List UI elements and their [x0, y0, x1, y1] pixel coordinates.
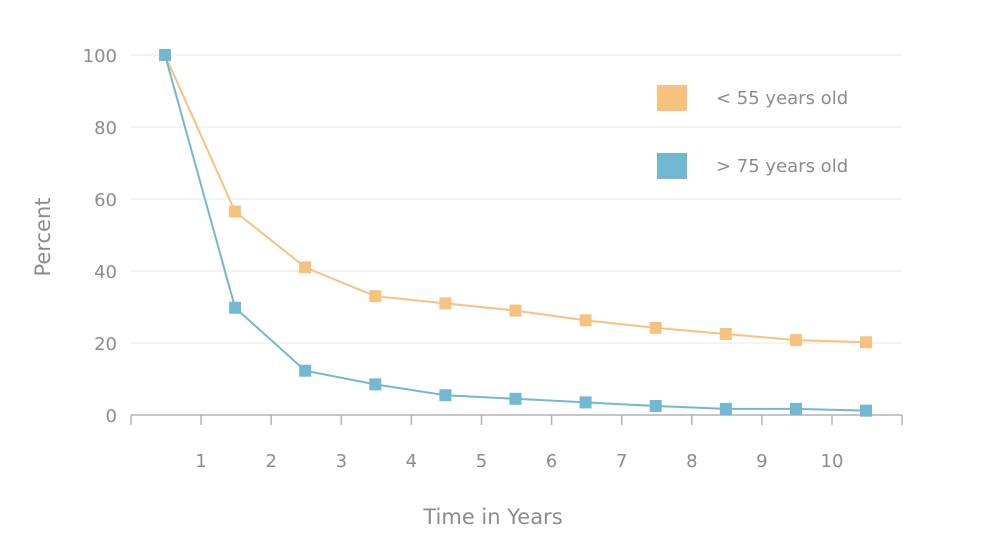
x-tick-label: 8	[686, 451, 697, 472]
x-tick-label: 7	[616, 451, 627, 472]
data-point	[649, 321, 662, 334]
data-point	[299, 261, 312, 274]
axes	[130, 414, 903, 425]
data-point	[789, 334, 802, 347]
data-point	[159, 49, 171, 61]
series-1	[159, 49, 872, 349]
data-point	[579, 396, 592, 409]
x-tick-label: 1	[195, 451, 206, 472]
data-point	[860, 404, 872, 417]
legend-swatch	[657, 153, 687, 179]
y-tick-label: 100	[83, 46, 117, 67]
data-point	[789, 402, 802, 415]
y-tick-label: 60	[94, 190, 117, 211]
data-point	[509, 392, 522, 405]
legend-label: > 75 years old	[716, 156, 848, 177]
data-point	[719, 402, 732, 415]
data-point	[649, 400, 662, 412]
legend-item: > 75 years old	[657, 153, 848, 179]
y-tick-label: 40	[94, 262, 117, 283]
y-axis-tick-labels: 0 20 40 60 80 100	[83, 46, 117, 427]
data-point	[369, 378, 382, 391]
data-point	[509, 304, 522, 317]
series-layer	[159, 49, 872, 417]
y-axis-title: Percent	[31, 197, 55, 276]
x-axis-tick-labels: 1 2 3 4 5 6 7 8 9 10	[195, 451, 843, 472]
legend-label: < 55 years old	[716, 88, 848, 109]
legend-swatch	[657, 85, 687, 111]
data-point	[299, 364, 312, 377]
data-point	[579, 314, 592, 327]
y-tick-label: 0	[106, 406, 117, 427]
series-2	[159, 49, 872, 417]
data-point	[229, 205, 242, 218]
x-axis-title: Time in Years	[422, 505, 562, 529]
y-tick-label: 20	[94, 334, 117, 355]
data-point	[719, 328, 732, 340]
data-point	[229, 301, 242, 314]
x-tick-label: 2	[265, 451, 276, 472]
data-point	[439, 297, 452, 310]
x-tick-label: 3	[336, 451, 347, 472]
y-tick-label: 80	[94, 118, 117, 139]
legend: < 55 years old > 75 years old	[657, 85, 848, 179]
data-point	[369, 290, 382, 303]
gridlines	[131, 54, 902, 344]
data-point	[439, 389, 452, 402]
x-tick-label: 5	[476, 451, 487, 472]
x-tick-label: 6	[546, 451, 557, 472]
legend-item: < 55 years old	[657, 85, 848, 111]
x-tick-label: 9	[756, 451, 767, 472]
x-tick-label: 4	[406, 451, 417, 472]
data-point	[860, 336, 872, 349]
x-tick-label: 10	[821, 451, 844, 472]
